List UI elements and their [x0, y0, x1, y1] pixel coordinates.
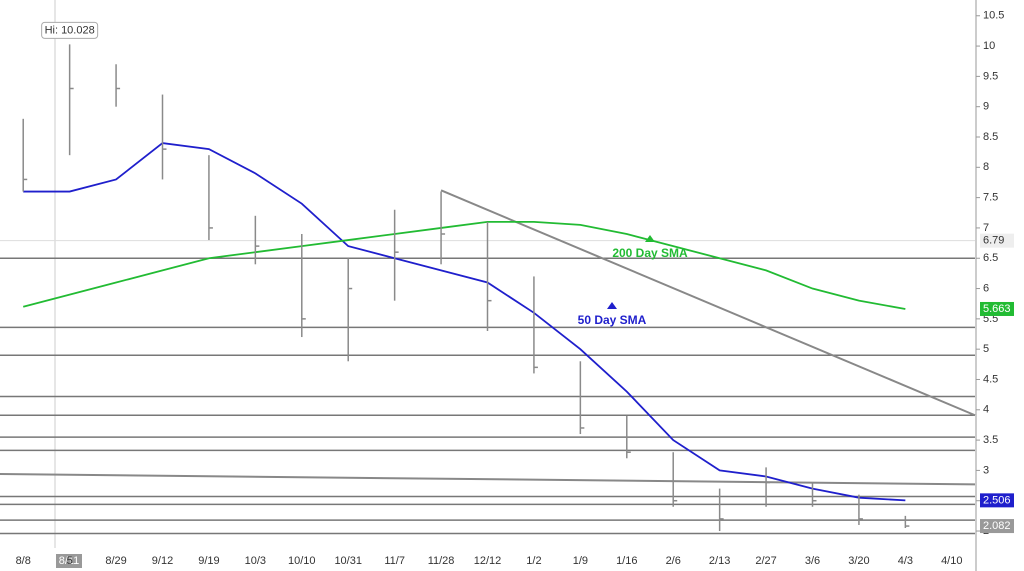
x-tick-label: 2/6: [666, 555, 681, 567]
trendline: [440, 189, 976, 417]
x-tick-label: 3/6: [805, 555, 820, 567]
sma-line: [23, 142, 906, 502]
x-tick-label: 9/12: [152, 555, 173, 567]
x-tick-label: 11/7: [384, 555, 405, 567]
price-badge-label: 2.082: [983, 520, 1011, 532]
x-tick-label: 10/10: [288, 555, 316, 567]
y-tick-label: 9: [983, 101, 989, 113]
sma-line: [22, 220, 906, 310]
x-tick-label: 3/20: [848, 555, 869, 567]
y-tick-label: 5: [983, 343, 989, 355]
price-badge-label: 2.506: [983, 494, 1011, 506]
x-tick-label: 1/9: [573, 555, 588, 567]
y-tick-label: 10: [983, 40, 995, 52]
price-badge-label: 5.663: [983, 303, 1011, 315]
x-tick-label: 12/12: [474, 555, 502, 567]
x-tick-label: 10/3: [245, 555, 266, 567]
y-tick-label: 7: [983, 222, 989, 234]
hi-label: Hi: 10.028: [45, 24, 95, 36]
x-tick-label: 4/10: [941, 555, 962, 567]
x-tick-label: 9/19: [198, 555, 219, 567]
price-badge-label: 6.79: [983, 235, 1004, 247]
x-tick-label: 2/27: [755, 555, 776, 567]
cursor-date: 8/11: [59, 555, 80, 567]
sma-marker: [645, 235, 655, 242]
y-tick-label: 9.5: [983, 70, 998, 82]
y-tick-label: 6.5: [983, 252, 998, 264]
sma-label: 50 Day SMA: [578, 313, 647, 327]
x-tick-label: 1/16: [616, 555, 637, 567]
y-tick-label: 4.5: [983, 373, 998, 385]
x-tick-label: 2/13: [709, 555, 730, 567]
y-tick-label: 3.5: [983, 434, 998, 446]
y-tick-label: 7.5: [983, 192, 998, 204]
x-tick-label: 11/28: [428, 555, 455, 567]
price-badge: [980, 301, 1014, 316]
x-tick-label: 8/8: [16, 555, 31, 567]
x-tick-label: 10/31: [334, 555, 362, 567]
cursor-date-box: [56, 554, 82, 568]
x-tick-label: 1/2: [526, 555, 541, 567]
price-badge: [980, 493, 1014, 508]
y-tick-label: 10.5: [983, 10, 1004, 22]
x-tick-label: 8/29: [105, 555, 126, 567]
sma-label: 200 Day SMA: [612, 246, 688, 260]
y-tick-label: 8.5: [983, 131, 998, 143]
y-tick-label: 8: [983, 161, 989, 173]
price-badge: [980, 519, 1014, 534]
hi-label-box: [41, 21, 99, 39]
y-tick-label: 6: [983, 282, 989, 294]
y-tick-label: 4: [983, 404, 989, 416]
x-tick-label: 4/3: [898, 555, 913, 567]
x-tick-label: 5: [67, 555, 73, 567]
price-badge: [980, 233, 1014, 248]
y-tick-label: 3: [983, 464, 989, 476]
sma-marker: [607, 302, 617, 309]
